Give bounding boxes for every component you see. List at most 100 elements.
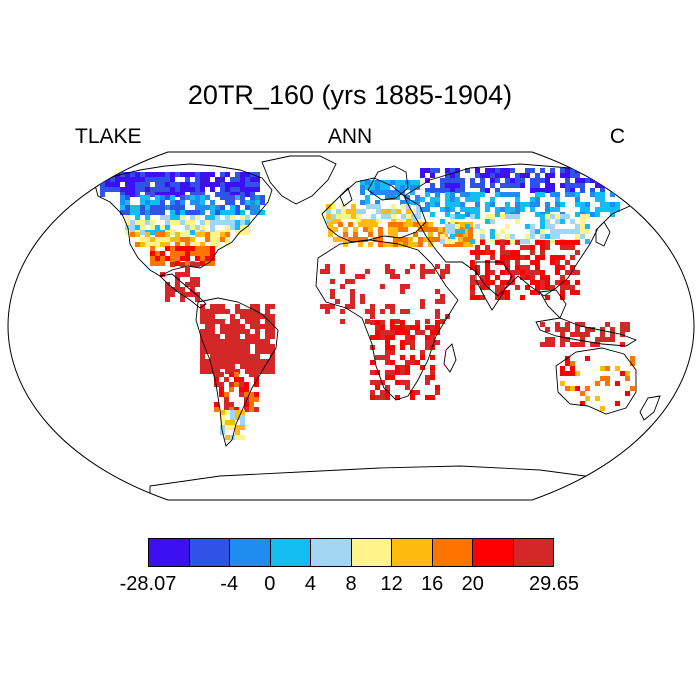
grid-cell [545,202,550,207]
grid-cell [425,269,430,274]
grid-cell [220,187,225,192]
grid-cell [545,178,550,183]
grid-cell [385,180,390,185]
grid-cell [250,339,255,344]
grid-cell [490,250,495,255]
grid-cell [575,192,580,197]
grid-cell [175,220,180,225]
grid-cell [505,207,510,212]
grid-cell [595,381,600,386]
coastline-path [555,347,637,415]
grid-cell [210,349,215,354]
grid-cell [150,230,155,235]
grid-cell [600,202,605,207]
grid-cell [240,187,245,192]
grid-cell [490,197,495,202]
grid-cell [565,337,570,342]
grid-cell [545,173,550,178]
grid-cell [560,327,565,332]
grid-cell [570,366,575,371]
grid-cell [515,255,520,260]
grid-cell [460,183,465,188]
grid-cell [560,168,565,173]
grid-cell [200,200,205,205]
grid-cell [495,285,500,290]
grid-cell [100,192,105,197]
grid-cell [140,182,145,187]
grid-cell [430,202,435,207]
grid-cell [470,260,475,265]
grid-cell [328,222,333,227]
grid-cell [270,354,275,359]
grid-cell [520,265,525,270]
grid-cell [150,256,155,261]
grid-cell [475,265,480,270]
grid-cell [165,220,170,225]
grid-cell [625,371,630,376]
grid-cell [155,177,160,182]
grid-cell [388,227,393,232]
grid-cell [560,173,565,178]
grid-cell [205,237,210,242]
coastline-path [159,273,207,309]
grid-cell [210,200,215,205]
grid-cell [605,202,610,207]
grid-cell [395,319,400,324]
grid-cell [480,280,485,285]
grid-cell [180,256,185,261]
grid-cell [225,309,230,314]
grid-cell [220,319,225,324]
grid-cell [515,285,520,290]
grid-cell [235,230,240,235]
grid-cell [255,329,260,334]
season-label: ANN [327,125,373,148]
grid-cell [575,224,580,229]
grid-cell [200,192,205,197]
grid-cell [225,324,230,329]
grid-cell [195,292,200,297]
grid-cell [385,264,390,269]
grid-cell [340,264,345,269]
grid-cell [465,212,470,217]
grid-cell [565,188,570,193]
grid-cell [455,173,460,178]
grid-cell [390,274,395,279]
grid-cell [485,202,490,207]
grid-cell [120,192,125,197]
grid-cell [400,380,405,385]
grid-cell [405,309,410,314]
grid-cell [370,309,375,314]
grid-cell [525,168,530,173]
grid-cell [500,245,505,250]
grid-cell [215,215,220,220]
grid-cell [235,425,240,430]
grid-cell [575,342,580,347]
grid-cell [385,385,390,390]
grid-cell [535,212,540,217]
grid-cell [130,210,135,215]
colorbar-box [351,539,392,566]
grid-cell [185,225,190,230]
grid-cell [515,214,520,219]
grid-cell [450,202,455,207]
grid-cell [170,200,175,205]
grid-cell [200,309,205,314]
grid-cell [333,227,338,232]
grid-cell [575,280,580,285]
grid-cell [595,192,600,197]
grid-cell [170,237,175,242]
grid-cell [175,210,180,215]
grid-cell [250,309,255,314]
grid-cell [610,332,615,337]
grid-cell [240,230,245,235]
grid-cell [125,172,130,177]
grid-cell [408,237,413,242]
grid-cell [475,168,480,173]
grid-cell [255,354,260,359]
grid-cell [415,195,420,200]
grid-cell [195,225,200,230]
grid-cell [195,262,200,267]
grid-cell [346,209,351,214]
grid-cell [560,255,565,260]
grid-cell [175,205,180,210]
